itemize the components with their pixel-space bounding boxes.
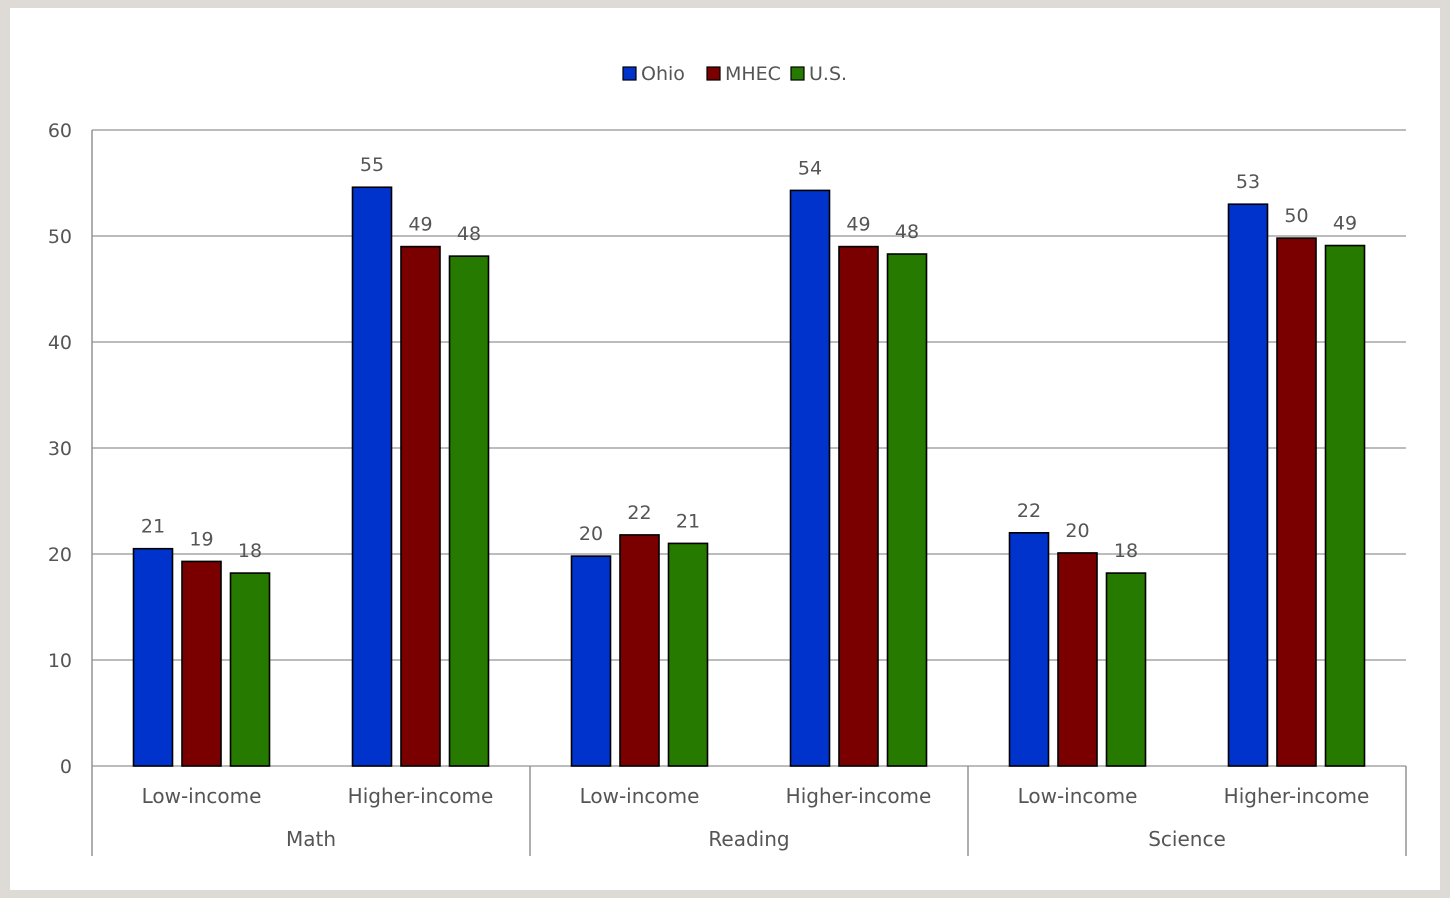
x-group-label: Science: [1148, 827, 1226, 851]
legend-label-ohio: Ohio: [641, 63, 685, 85]
x-category-label: Higher-income: [1224, 784, 1370, 808]
data-label: 19: [189, 528, 213, 550]
y-tick-label: 20: [48, 544, 72, 566]
data-label: 49: [408, 214, 432, 236]
y-tick-label: 60: [48, 120, 72, 142]
y-tick-label: 40: [48, 332, 72, 354]
legend-label-u-s: U.S.: [809, 63, 847, 85]
bar-ohio-math-low-income: [132, 547, 174, 767]
data-label: 22: [1017, 500, 1041, 522]
legend-label-mhec: MHEC: [725, 63, 781, 85]
bar-mhec-reading-low-income: [619, 534, 660, 767]
bar-mhec-math-low-income: [181, 560, 222, 767]
bar-ohio-science-low-income: [1008, 531, 1050, 767]
bar-mhec-science-low-income: [1057, 552, 1098, 767]
x-category-label: Higher-income: [786, 784, 932, 808]
data-label: 48: [895, 221, 919, 243]
bar-u-s-math-low-income: [229, 572, 271, 767]
bar-ohio-science-higher-income: [1227, 203, 1269, 767]
data-label: 20: [579, 523, 603, 545]
x-group-label: Math: [286, 827, 336, 851]
data-label: 48: [457, 223, 481, 245]
data-label: 18: [1114, 540, 1138, 562]
y-tick-label: 30: [48, 438, 72, 460]
bar-u-s-science-low-income: [1105, 572, 1147, 767]
x-category-label: Low-income: [580, 784, 700, 808]
legend-swatch-ohio: [622, 66, 637, 81]
y-tick-label: 10: [48, 650, 72, 672]
data-label: 20: [1065, 520, 1089, 542]
x-category-label: Higher-income: [348, 784, 494, 808]
bar-u-s-math-higher-income: [448, 255, 490, 767]
data-label: 54: [798, 157, 822, 179]
data-labels: 21 19 18 55 49 48 20 22 21 54 49 48 22 20 18 53 50 49: [141, 154, 1357, 562]
data-label: 18: [238, 540, 262, 562]
bar-mhec-reading-higher-income: [838, 245, 879, 767]
gridlines: [92, 129, 1406, 767]
x-group-label: Reading: [708, 827, 789, 851]
chart-legend: Ohio MHEC U.S.: [622, 63, 847, 85]
legend-swatch-mhec: [706, 66, 721, 81]
bar-mhec-math-higher-income: [400, 245, 441, 767]
x-category-label: Low-income: [1018, 784, 1138, 808]
bars: [132, 186, 1366, 767]
bar-ohio-reading-low-income: [570, 555, 612, 767]
y-axis: 0 10 20 30 40 50 60: [48, 120, 93, 778]
legend-swatch-u-s: [790, 66, 805, 81]
bar-u-s-science-higher-income: [1324, 244, 1366, 767]
bar-mhec-science-higher-income: [1276, 237, 1317, 767]
data-label: 22: [627, 502, 651, 524]
data-label: 21: [676, 510, 700, 532]
bar-u-s-reading-low-income: [667, 542, 709, 767]
y-tick-label: 50: [48, 226, 72, 248]
data-label: 21: [141, 516, 165, 538]
data-label: 49: [846, 214, 870, 236]
x-category-label: Low-income: [142, 784, 262, 808]
data-label: 53: [1236, 171, 1260, 193]
data-label: 50: [1284, 205, 1308, 227]
x-axis: Low-income Higher-income Math Low-income Hig…: [91, 766, 1407, 856]
bar-u-s-reading-higher-income: [886, 253, 928, 767]
y-tick-label: 0: [60, 756, 72, 778]
data-label: 55: [360, 154, 384, 176]
bar-ohio-reading-higher-income: [789, 189, 831, 767]
data-label: 49: [1333, 213, 1357, 235]
bar-ohio-math-higher-income: [351, 186, 393, 767]
chart-panel: Ohio MHEC U.S. 0 10 20 30 40 50 60 21 19 18 55 49 48 2…: [10, 8, 1440, 890]
